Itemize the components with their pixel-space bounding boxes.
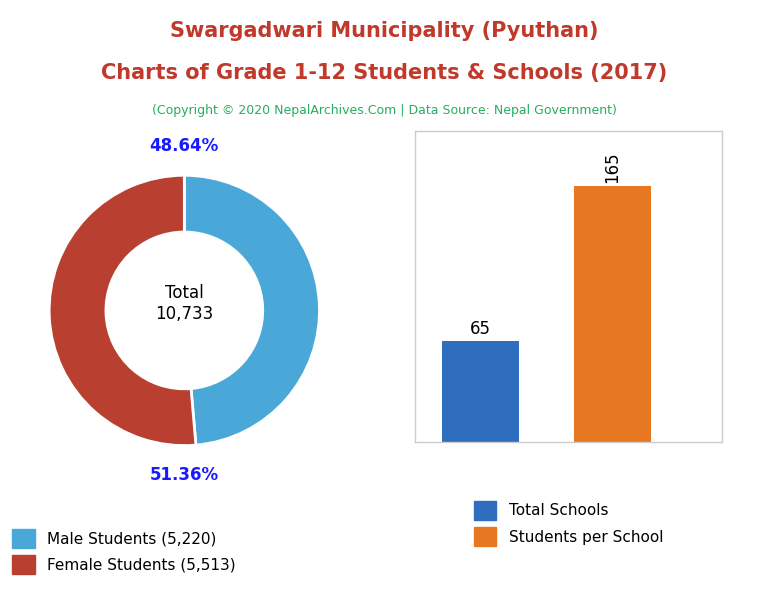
- Text: Charts of Grade 1-12 Students & Schools (2017): Charts of Grade 1-12 Students & Schools …: [101, 63, 667, 83]
- Legend: Total Schools, Students per School: Total Schools, Students per School: [468, 495, 669, 552]
- Bar: [442, 341, 519, 442]
- Text: (Copyright © 2020 NepalArchives.Com | Data Source: Nepal Government): (Copyright © 2020 NepalArchives.Com | Da…: [151, 104, 617, 118]
- Text: 48.64%: 48.64%: [150, 137, 219, 155]
- Text: 51.36%: 51.36%: [150, 466, 219, 484]
- Bar: [574, 186, 650, 442]
- Text: 165: 165: [603, 151, 621, 183]
- Wedge shape: [184, 176, 319, 445]
- Text: 65: 65: [470, 320, 491, 338]
- Text: Swargadwari Municipality (Pyuthan): Swargadwari Municipality (Pyuthan): [170, 21, 598, 41]
- Legend: Male Students (5,220), Female Students (5,513): Male Students (5,220), Female Students (…: [6, 523, 242, 580]
- Text: Total
10,733: Total 10,733: [155, 284, 214, 323]
- Wedge shape: [49, 176, 196, 445]
